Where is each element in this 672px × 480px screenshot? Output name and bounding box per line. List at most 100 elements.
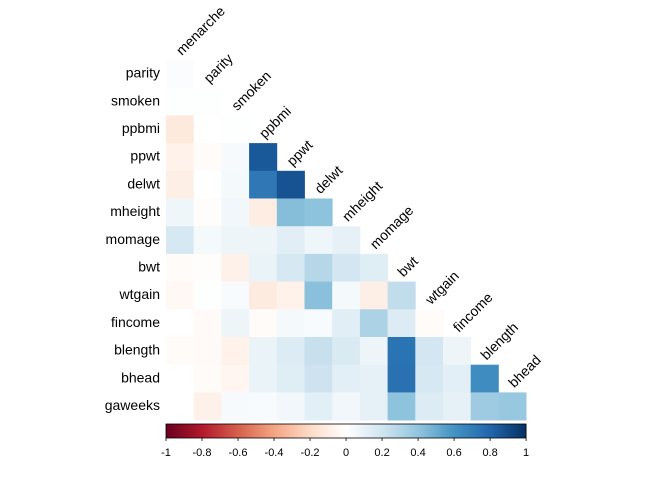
colorbar-tick-label: -1 bbox=[161, 447, 171, 459]
heatmap-cell-bwt-parity bbox=[193, 253, 222, 282]
heatmap-cell-wtgain-smoken bbox=[221, 281, 250, 310]
heatmap-cell-smoken-parity bbox=[193, 87, 222, 116]
colorbar-tick-label: 1 bbox=[523, 447, 529, 459]
heatmap-cell-momage-smoken bbox=[221, 226, 250, 255]
column-label-ppwt: ppwt bbox=[283, 137, 315, 169]
heatmap-cell-fincome-delwt bbox=[304, 309, 333, 338]
row-label-parity: parity bbox=[126, 65, 160, 81]
colorbar-tick-label: 0.6 bbox=[446, 447, 461, 459]
row-label-ppbmi: ppbmi bbox=[122, 120, 160, 136]
heatmap-cell-fincome-ppbmi bbox=[249, 309, 278, 338]
heatmap-cell-blength-parity bbox=[193, 337, 222, 366]
heatmap-cell-wtgain-parity bbox=[193, 281, 222, 310]
heatmap-cell-wtgain-momage bbox=[359, 281, 388, 310]
heatmap-cell-gaweeks-smoken bbox=[221, 392, 250, 421]
heatmap-cell-blength-wtgain bbox=[415, 337, 444, 366]
heatmap-cell-ppbmi-smoken bbox=[221, 115, 250, 144]
row-label-ppwt: ppwt bbox=[130, 148, 160, 164]
heatmap-cell-gaweeks-ppbmi bbox=[249, 392, 278, 421]
row-label-gaweeks: gaweeks bbox=[105, 397, 160, 413]
heatmap-cell-momage-parity bbox=[193, 226, 222, 255]
heatmap-cell-bhead-mheight bbox=[332, 364, 361, 393]
heatmap-cell-momage-ppwt bbox=[276, 226, 305, 255]
heatmap-cell-bwt-smoken bbox=[221, 253, 250, 282]
row-label-mheight: mheight bbox=[110, 203, 160, 219]
heatmap-cell-fincome-mheight bbox=[332, 309, 361, 338]
heatmap-cell-delwt-smoken bbox=[221, 170, 250, 199]
row-label-momage: momage bbox=[106, 231, 161, 247]
heatmap-cell-mheight-delwt bbox=[304, 198, 333, 227]
heatmap-cell-mheight-parity bbox=[193, 198, 222, 227]
row-label-bhead: bhead bbox=[121, 369, 160, 385]
heatmap-cell-gaweeks-parity bbox=[193, 392, 222, 421]
heatmap-cell-mheight-ppwt bbox=[276, 198, 305, 227]
row-label-wtgain: wtgain bbox=[119, 286, 160, 302]
heatmap-cell-blength-ppwt bbox=[276, 337, 305, 366]
column-label-momage: momage bbox=[367, 202, 417, 252]
colorbar-tick-label: 0.8 bbox=[482, 447, 497, 459]
column-label-blength: blength bbox=[477, 319, 521, 363]
heatmap-cell-fincome-wtgain bbox=[415, 309, 444, 338]
heatmap-cell-wtgain-delwt bbox=[304, 281, 333, 310]
heatmap-cell-bwt-menarche bbox=[166, 253, 195, 282]
column-label-fincome: fincome bbox=[450, 289, 496, 335]
heatmap-cell-bhead-ppwt bbox=[276, 364, 305, 393]
heatmap-cell-gaweeks-blength bbox=[470, 392, 499, 421]
colorbar-tick-label: 0 bbox=[343, 447, 349, 459]
heatmap-cell-delwt-menarche bbox=[166, 170, 195, 199]
column-label-bwt: bwt bbox=[394, 253, 421, 280]
column-label-delwt: delwt bbox=[311, 162, 346, 197]
heatmap-cell-smoken-menarche bbox=[166, 87, 195, 116]
heatmap-cell-parity-menarche bbox=[166, 60, 195, 89]
colorbar: -1 -0.8 -0.6 -0.4 -0.2 0 0.2 0.4 0.6 0.8 1 bbox=[161, 423, 529, 459]
column-label-parity: parity bbox=[200, 50, 236, 86]
heatmap-cell-bwt-ppwt bbox=[276, 253, 305, 282]
colorbar-tick-label: -0.2 bbox=[301, 447, 320, 459]
heatmap-cell-gaweeks-momage bbox=[359, 392, 388, 421]
heatmap-cell-blength-fincome bbox=[443, 337, 472, 366]
heatmap-cell-blength-delwt bbox=[304, 337, 333, 366]
heatmap-cell-wtgain-mheight bbox=[332, 281, 361, 310]
row-label-fincome: fincome bbox=[111, 314, 160, 330]
heatmap-cell-bhead-menarche bbox=[166, 364, 195, 393]
heatmap-cell-fincome-parity bbox=[193, 309, 222, 338]
heatmap-cell-momage-mheight bbox=[332, 226, 361, 255]
heatmap-cell-bhead-delwt bbox=[304, 364, 333, 393]
heatmap-cell-delwt-ppbmi bbox=[249, 170, 278, 199]
heatmap-cell-wtgain-menarche bbox=[166, 281, 195, 310]
heatmap-cell-ppwt-menarche bbox=[166, 143, 195, 172]
heatmap-cell-bhead-ppbmi bbox=[249, 364, 278, 393]
heatmap-cell-gaweeks-wtgain bbox=[415, 392, 444, 421]
heatmap-cell-bhead-blength bbox=[470, 364, 499, 393]
colorbar-tick-label: 0.4 bbox=[410, 447, 425, 459]
column-label-smoken: smoken bbox=[228, 68, 274, 114]
heatmap-cell-blength-smoken bbox=[221, 337, 250, 366]
column-label-menarche: menarche bbox=[173, 3, 228, 58]
colorbar-tick-label: 0.2 bbox=[374, 447, 389, 459]
colorbar-tick-label: -0.8 bbox=[193, 447, 212, 459]
heatmap-cell-bwt-ppbmi bbox=[249, 253, 278, 282]
heatmap-cell-ppwt-ppbmi bbox=[249, 143, 278, 172]
heatmap-cell-bwt-delwt bbox=[304, 253, 333, 282]
colorbar-tick-label: -0.4 bbox=[265, 447, 284, 459]
heatmap-cell-wtgain-ppwt bbox=[276, 281, 305, 310]
heatmap-cell-gaweeks-menarche bbox=[166, 392, 195, 421]
heatmap-cell-delwt-ppwt bbox=[276, 170, 305, 199]
column-label-ppbmi: ppbmi bbox=[256, 103, 294, 141]
heatmap-cell-blength-mheight bbox=[332, 337, 361, 366]
row-label-blength: blength bbox=[114, 342, 160, 358]
heatmap-cell-bwt-momage bbox=[359, 253, 388, 282]
row-label-bwt: bwt bbox=[138, 258, 160, 274]
heatmap-cell-blength-momage bbox=[359, 337, 388, 366]
heatmap-cell-blength-bwt bbox=[387, 337, 416, 366]
heatmap-cell-fincome-menarche bbox=[166, 309, 195, 338]
heatmap-cell-delwt-parity bbox=[193, 170, 222, 199]
heatmap-cell-gaweeks-delwt bbox=[304, 392, 333, 421]
heatmap-cell-momage-ppbmi bbox=[249, 226, 278, 255]
heatmap-cell-gaweeks-ppwt bbox=[276, 392, 305, 421]
heatmap-cell-ppbmi-menarche bbox=[166, 115, 195, 144]
heatmap-cell-gaweeks-bwt bbox=[387, 392, 416, 421]
heatmap-cell-fincome-bwt bbox=[387, 309, 416, 338]
colorbar-tick-label: -0.6 bbox=[229, 447, 248, 459]
